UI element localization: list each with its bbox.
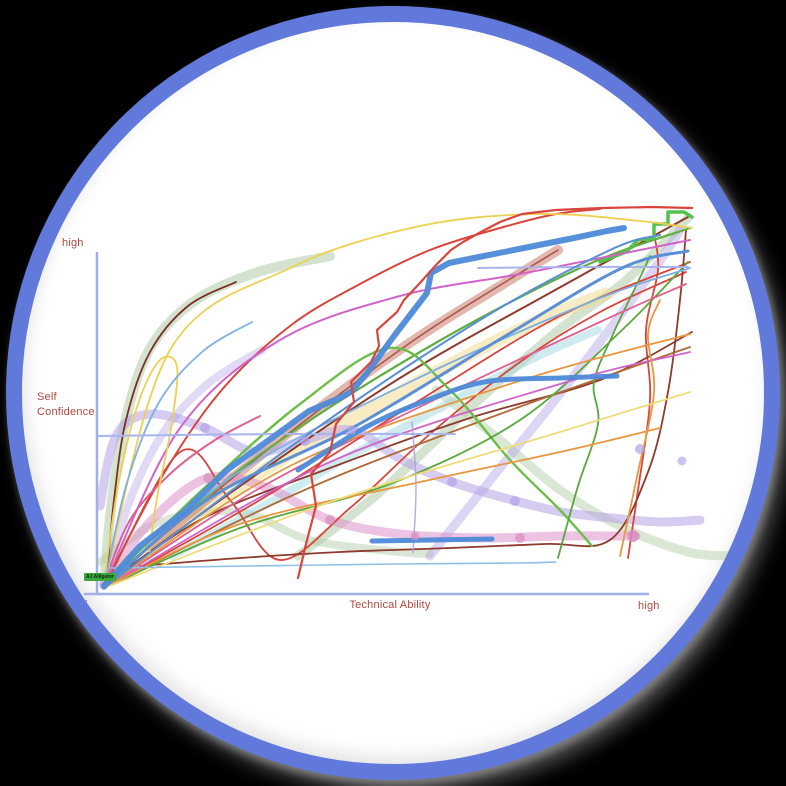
hand-drawn-stroke (103, 271, 687, 589)
stroke-dot (410, 531, 420, 541)
hand-drawn-stroke (103, 213, 693, 587)
y-axis-high-label: high (62, 237, 84, 249)
y-axis-title-line2: Confidence (37, 406, 95, 418)
hand-drawn-stroke (598, 210, 694, 264)
x-axis-high-label: high (638, 600, 660, 612)
hand-drawn-stroke (296, 205, 694, 580)
stroke-dot (635, 444, 645, 454)
hand-drawn-stroke (103, 391, 691, 589)
collaborator-cursor-badge: AJ Alligator (84, 573, 116, 581)
stroke-dot (510, 496, 520, 506)
hand-drawn-stroke (431, 385, 735, 561)
stroke-dot (447, 477, 457, 487)
stroke-dot (677, 456, 687, 466)
strokes-svg (83, 205, 735, 596)
hand-drawn-stroke (95, 409, 705, 527)
hand-drawn-stroke (100, 346, 266, 590)
hand-drawn-stroke (109, 561, 557, 569)
stroke-dot (325, 515, 335, 525)
hand-drawn-stroke (99, 251, 335, 590)
hand-drawn-stroke (103, 321, 253, 589)
hand-drawn-stroke (557, 255, 651, 559)
hand-drawn-stroke (102, 226, 692, 588)
y-axis-title: Self Confidence (37, 390, 95, 420)
stroke-dot (200, 423, 210, 433)
x-axis-title: Technical Ability (349, 599, 431, 611)
strokes-group (95, 205, 735, 590)
x-axis-low-label: low (70, 597, 88, 609)
hand-drawn-stroke (103, 261, 689, 589)
hand-drawn-stroke (369, 536, 495, 544)
hand-drawn-stroke (168, 326, 602, 560)
whiteboard-circle: high Self Confidence low Technical Abili… (6, 6, 780, 780)
hand-drawn-stroke (477, 265, 689, 269)
hand-drawn-stroke (103, 355, 179, 585)
hand-drawn-stroke (101, 225, 627, 589)
stroke-dot (203, 473, 213, 483)
y-axis-title-line1: Self (37, 391, 57, 403)
hand-drawn-stroke (103, 239, 691, 587)
hand-drawn-stroke (103, 415, 261, 585)
hand-drawn-stroke (103, 333, 691, 589)
hand-drawn-stroke (107, 287, 613, 579)
stroke-dot (627, 530, 639, 542)
hand-drawn-stroke (102, 249, 690, 590)
hand-drawn-stroke (103, 427, 661, 589)
chart-layer: high Self Confidence low Technical Abili… (22, 22, 764, 764)
hand-drawn-stroke (295, 373, 620, 473)
hand-drawn-stroke (103, 283, 687, 589)
stroke-dot (300, 436, 310, 446)
axes-group (83, 251, 650, 596)
hand-drawn-stroke (425, 225, 685, 561)
hand-drawn-stroke (619, 299, 661, 557)
stroke-dot (515, 533, 525, 543)
hand-drawn-stroke (103, 234, 661, 589)
hand-drawn-stroke (102, 346, 594, 588)
dots-group (200, 423, 687, 543)
stroke-dot (347, 425, 357, 435)
